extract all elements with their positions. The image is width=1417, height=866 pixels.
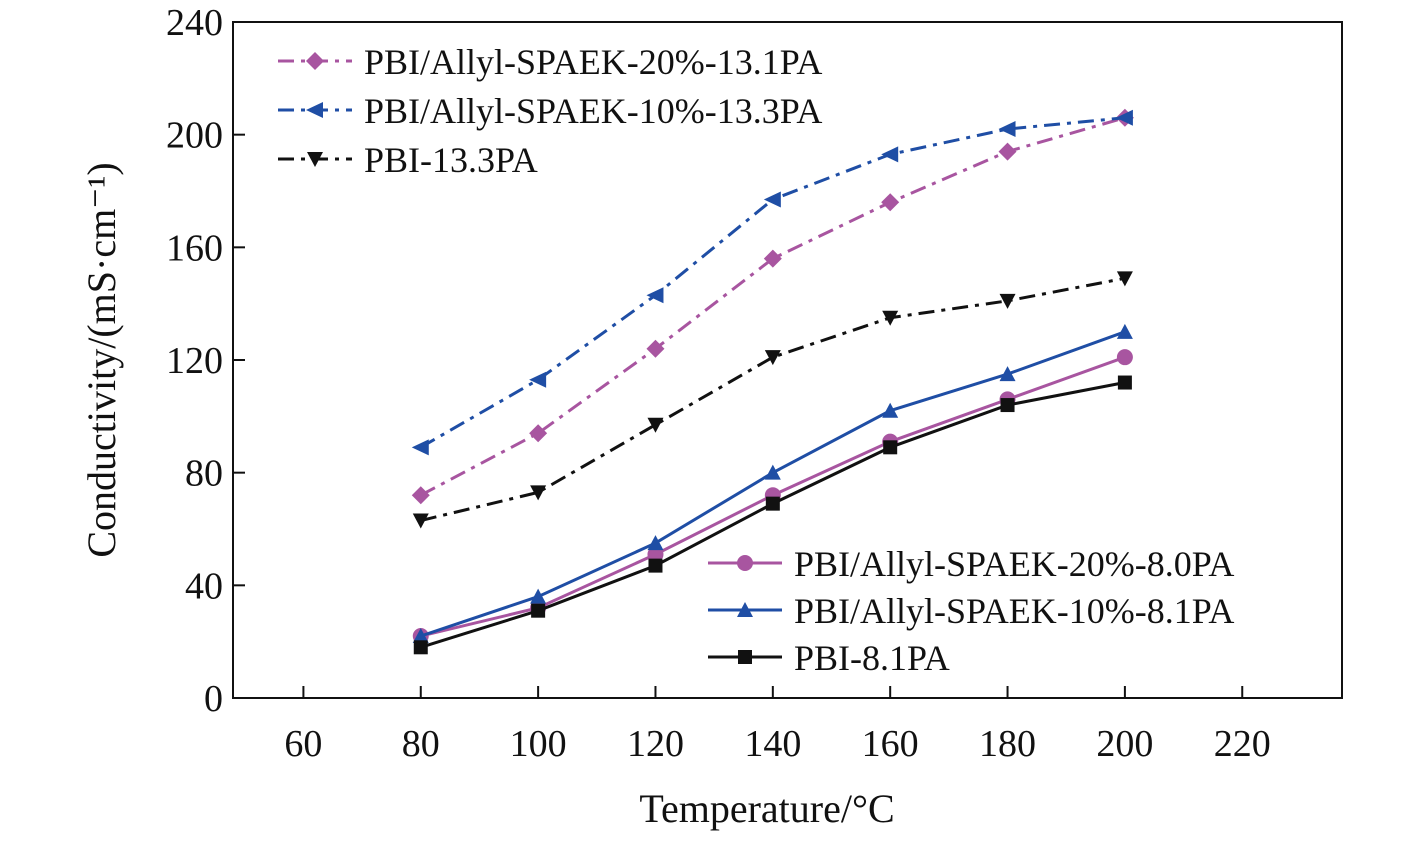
legend-label: PBI/Allyl-SPAEK-10%-8.1PA <box>794 591 1234 631</box>
series-line <box>420 276 1126 523</box>
x-tick-label: 120 <box>627 723 684 765</box>
legend-marker <box>306 102 323 118</box>
data-point <box>763 249 782 268</box>
legend-label: PBI-13.3PA <box>364 140 538 180</box>
data-point <box>1116 271 1133 287</box>
legend-marker <box>307 152 323 167</box>
data-point <box>881 193 900 212</box>
data-point <box>530 588 547 604</box>
series-2 <box>412 271 1133 529</box>
data-point <box>646 339 665 358</box>
data-point <box>529 371 547 388</box>
x-tick-label: 140 <box>744 723 801 765</box>
data-point <box>882 310 899 326</box>
x-tick-label: 160 <box>862 723 919 765</box>
data-point <box>411 486 430 505</box>
data-point <box>999 366 1016 382</box>
legend-entry: PBI-8.1PA <box>708 638 950 678</box>
x-tick-label: 60 <box>284 723 322 765</box>
x-tick-label: 200 <box>1096 723 1153 765</box>
plot-layer <box>411 108 1134 655</box>
data-point <box>765 496 780 511</box>
series-1 <box>411 109 1133 456</box>
data-point <box>764 350 781 366</box>
legend-entry: PBI/Allyl-SPAEK-10%-13.3PA <box>278 91 822 131</box>
series-5 <box>413 375 1132 655</box>
legend-marker <box>306 52 324 70</box>
data-point <box>411 439 429 456</box>
legend-label: PBI/Allyl-SPAEK-20%-8.0PA <box>794 544 1234 584</box>
y-tick-label: 0 <box>204 678 223 720</box>
legend-label: PBI-8.1PA <box>794 638 950 678</box>
legend-label: PBI/Allyl-SPAEK-20%-13.1PA <box>364 42 822 82</box>
data-point <box>883 440 898 455</box>
data-point <box>530 485 547 501</box>
data-point <box>998 121 1016 138</box>
data-point <box>647 535 664 551</box>
data-point <box>998 142 1017 161</box>
data-point <box>412 513 429 529</box>
data-point <box>764 464 781 480</box>
x-axis-title: Temperature/°C <box>639 786 894 831</box>
legend-entry: PBI/Allyl-SPAEK-10%-8.1PA <box>708 591 1234 631</box>
legend-entry: PBI/Allyl-SPAEK-20%-8.0PA <box>708 544 1234 584</box>
data-point <box>413 640 428 655</box>
data-point <box>882 402 899 418</box>
y-axis-title: Conductivity/(mS·cm⁻¹) <box>79 162 124 557</box>
data-point <box>648 558 663 573</box>
legend-marker <box>737 555 753 571</box>
x-tick-label: 180 <box>979 723 1036 765</box>
data-point <box>1116 323 1133 339</box>
data-point <box>531 603 546 618</box>
legend-marker <box>738 650 752 664</box>
x-tick-label: 80 <box>402 723 440 765</box>
y-tick-label: 120 <box>166 340 223 382</box>
data-point <box>647 417 664 433</box>
y-tick-label: 240 <box>166 2 223 44</box>
data-point <box>1000 398 1015 413</box>
y-tick-label: 80 <box>185 453 223 495</box>
legend-label: PBI/Allyl-SPAEK-10%-13.3PA <box>364 91 822 131</box>
data-point <box>647 546 664 563</box>
data-point <box>529 424 548 443</box>
legend-entry: PBI-13.3PA <box>278 140 538 180</box>
y-tick-label: 160 <box>166 227 223 269</box>
y-tick-label: 40 <box>185 565 223 607</box>
axes-layer: 60 80 100 120 140 160 180 200 220 0 40 80 120 160 200 2… <box>166 2 1343 765</box>
x-tick-label: 220 <box>1214 723 1271 765</box>
legend-layer: PBI/Allyl-SPAEK-20%-13.1PA PBI/Allyl-SPAE… <box>278 42 1234 678</box>
x-tick-label: 100 <box>510 723 567 765</box>
data-point <box>646 287 664 304</box>
legend-marker <box>737 602 753 617</box>
data-point <box>999 293 1016 309</box>
data-point <box>1115 109 1133 126</box>
data-point <box>881 146 899 163</box>
data-point <box>1116 349 1133 366</box>
data-point <box>1117 375 1132 390</box>
data-point <box>412 628 429 644</box>
series-4 <box>412 323 1133 644</box>
data-point <box>763 191 781 208</box>
y-tick-label: 200 <box>166 115 223 157</box>
legend-entry: PBI/Allyl-SPAEK-20%-13.1PA <box>278 42 822 82</box>
